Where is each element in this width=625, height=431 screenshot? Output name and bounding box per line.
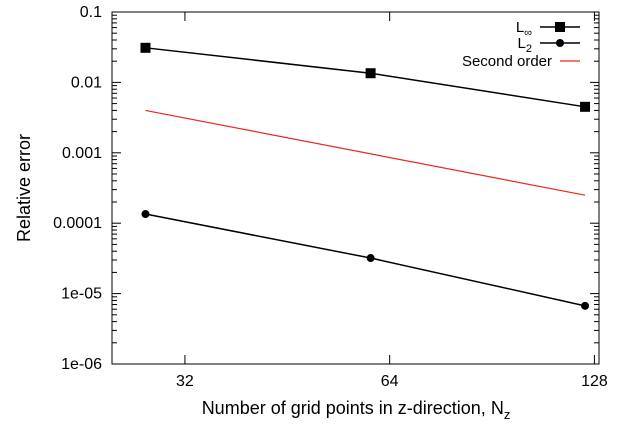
data-point-s1-1 xyxy=(366,254,375,263)
data-point-s1-2 xyxy=(581,301,590,310)
series xyxy=(140,42,591,310)
legend-label-l2: L2 xyxy=(518,35,532,55)
legend-label-linf: L∞ xyxy=(516,19,532,39)
series-line-1 xyxy=(145,213,586,307)
legend-marker-l2 xyxy=(556,39,564,47)
x-axis-label: Number of grid points in z-direction, Nz xyxy=(202,398,511,422)
x-tick-label-0: 32 xyxy=(176,373,194,390)
y-tick-label-5: 0.1 xyxy=(80,4,102,21)
y-tick-label-4: 0.01 xyxy=(71,74,102,91)
data-point-s1-0 xyxy=(141,210,150,219)
x-tick-label-1: 64 xyxy=(381,373,399,390)
x-tick-label-2: 128 xyxy=(581,373,608,390)
series-line-2 xyxy=(145,109,586,196)
data-point-s0-2 xyxy=(580,101,591,112)
ticks: 1e-06 1e-05 0.0001 0.001 0.01 0.1 32 64 128 xyxy=(53,4,608,390)
data-point-s0-0 xyxy=(140,42,151,53)
y-tick-label-0: 1e-06 xyxy=(61,356,102,373)
y-tick-label-2: 0.0001 xyxy=(53,215,102,232)
plot-frame xyxy=(111,11,600,365)
legend-label-l2-sub: 2 xyxy=(526,43,532,55)
y-axis-label: Relative error xyxy=(14,134,34,242)
y-tick-label-3: 0.001 xyxy=(62,145,102,162)
legend-marker-linf xyxy=(555,22,565,32)
legend-label-linf-sub: ∞ xyxy=(524,27,532,39)
x-axis-label-sub: z xyxy=(504,407,511,422)
y-tick-label-1: 1e-05 xyxy=(61,286,102,303)
data-point-s0-1 xyxy=(365,68,376,79)
legend-label-second-order: Second order xyxy=(462,53,552,70)
legend: L∞ L2 Second order xyxy=(462,19,580,70)
